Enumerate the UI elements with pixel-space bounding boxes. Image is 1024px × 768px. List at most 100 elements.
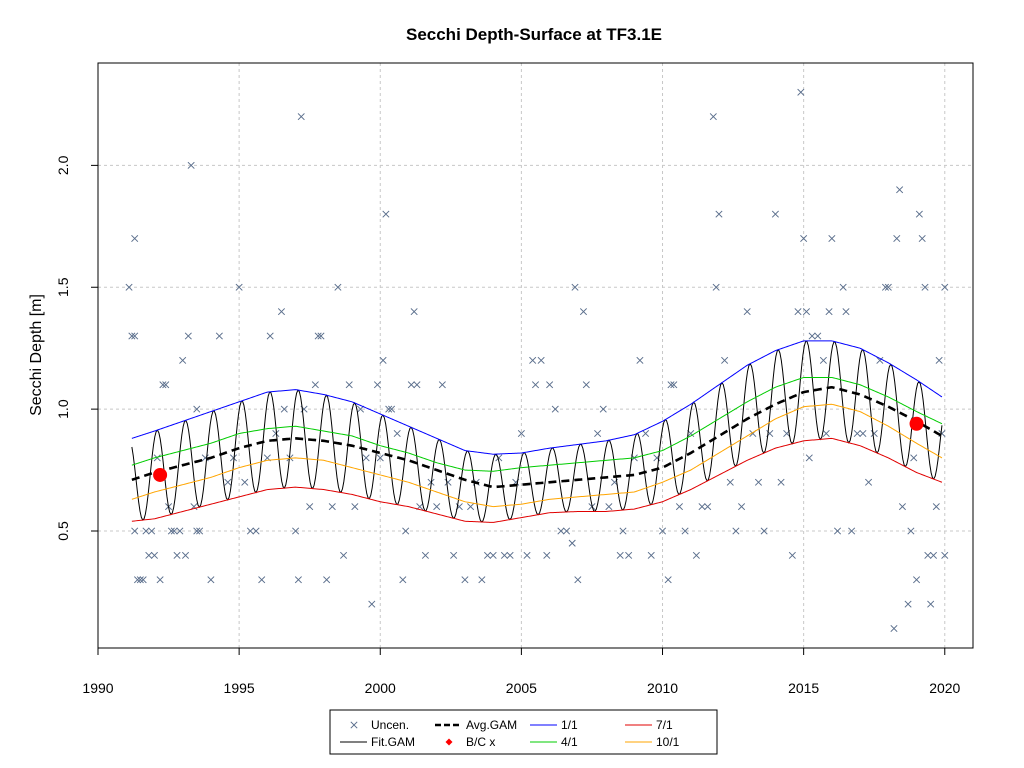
observation-point bbox=[225, 479, 231, 485]
x-tick-label: 2005 bbox=[506, 680, 537, 696]
observation-point bbox=[380, 357, 386, 363]
x-tick-label: 1990 bbox=[82, 680, 113, 696]
observation-point bbox=[278, 308, 284, 314]
observation-point bbox=[157, 577, 163, 583]
x-tick-label: 2015 bbox=[788, 680, 819, 696]
legend-label: 7/1 bbox=[656, 718, 673, 732]
observation-point bbox=[484, 552, 490, 558]
observation-point bbox=[445, 479, 451, 485]
observation-point bbox=[617, 552, 623, 558]
observation-point bbox=[896, 187, 902, 193]
observation-points bbox=[126, 89, 948, 632]
observation-point bbox=[580, 308, 586, 314]
observation-point bbox=[298, 113, 304, 119]
observation-point bbox=[594, 430, 600, 436]
y-axis-label: Secchi Depth [m] bbox=[28, 294, 45, 416]
plot-frame bbox=[98, 63, 973, 648]
y-axis: 0.5 1.0 1.5 2.0 bbox=[55, 155, 98, 540]
x-tick-label: 2010 bbox=[647, 680, 678, 696]
observation-point bbox=[422, 552, 428, 558]
observation-point bbox=[665, 577, 671, 583]
observation-point bbox=[733, 528, 739, 534]
observation-point bbox=[930, 552, 936, 558]
observation-point bbox=[524, 552, 530, 558]
observation-point bbox=[721, 357, 727, 363]
observation-point bbox=[490, 552, 496, 558]
observation-point bbox=[798, 89, 804, 95]
bc-point bbox=[153, 468, 167, 482]
observation-point bbox=[693, 552, 699, 558]
observation-point bbox=[803, 308, 809, 314]
observation-point bbox=[823, 430, 829, 436]
observation-point bbox=[795, 308, 801, 314]
chart-title: Secchi Depth-Surface at TF3.1E bbox=[406, 25, 662, 44]
observation-point bbox=[575, 577, 581, 583]
observation-point bbox=[467, 503, 473, 509]
legend-label: Uncen. bbox=[371, 718, 409, 732]
bc-points bbox=[153, 417, 923, 482]
observation-point bbox=[346, 382, 352, 388]
observation-point bbox=[439, 382, 445, 388]
fit-gam-line bbox=[132, 341, 942, 522]
observation-point bbox=[704, 503, 710, 509]
observation-point bbox=[352, 503, 358, 509]
observation-point bbox=[911, 455, 917, 461]
observation-point bbox=[809, 333, 815, 339]
observation-point bbox=[529, 357, 535, 363]
observation-point bbox=[606, 503, 612, 509]
observation-point bbox=[840, 284, 846, 290]
x-tick-label: 2000 bbox=[365, 680, 396, 696]
observation-point bbox=[916, 211, 922, 217]
observation-point bbox=[552, 406, 558, 412]
observation-point bbox=[815, 333, 821, 339]
y-tick-label: 0.5 bbox=[55, 521, 71, 541]
observation-point bbox=[558, 528, 564, 534]
observation-point bbox=[829, 235, 835, 241]
observation-point bbox=[699, 503, 705, 509]
observation-point bbox=[648, 552, 654, 558]
observation-point bbox=[462, 577, 468, 583]
observation-point bbox=[312, 382, 318, 388]
observation-point bbox=[340, 552, 346, 558]
observation-point bbox=[637, 357, 643, 363]
legend-label: 1/1 bbox=[561, 718, 578, 732]
observation-point bbox=[400, 577, 406, 583]
observation-point bbox=[772, 211, 778, 217]
y-tick-label: 1.0 bbox=[55, 399, 71, 419]
band-4-1-line bbox=[132, 377, 942, 471]
observation-point bbox=[710, 113, 716, 119]
observation-point bbox=[933, 503, 939, 509]
observation-point bbox=[727, 479, 733, 485]
observation-point bbox=[363, 455, 369, 461]
observation-point bbox=[532, 382, 538, 388]
observation-point bbox=[408, 382, 414, 388]
observation-point bbox=[253, 528, 259, 534]
observation-point bbox=[919, 235, 925, 241]
bc-point bbox=[910, 417, 924, 431]
trend-curves bbox=[132, 341, 942, 523]
x-tick-label: 2020 bbox=[929, 680, 960, 696]
observation-point bbox=[642, 430, 648, 436]
observation-point bbox=[507, 552, 513, 558]
observation-point bbox=[383, 211, 389, 217]
observation-point bbox=[905, 601, 911, 607]
observation-point bbox=[778, 479, 784, 485]
x-axis: 1990 1995 2000 2005 2010 2015 2020 bbox=[82, 648, 960, 696]
observation-point bbox=[179, 357, 185, 363]
observation-point bbox=[789, 552, 795, 558]
observation-point bbox=[126, 284, 132, 290]
observation-point bbox=[216, 333, 222, 339]
observation-point bbox=[411, 308, 417, 314]
observation-point bbox=[569, 540, 575, 546]
observation-point bbox=[306, 503, 312, 509]
observation-point bbox=[625, 552, 631, 558]
observation-point bbox=[891, 625, 897, 631]
observation-point bbox=[738, 503, 744, 509]
observation-point bbox=[267, 333, 273, 339]
observation-point bbox=[854, 430, 860, 436]
observation-point bbox=[899, 503, 905, 509]
observation-point bbox=[182, 552, 188, 558]
legend-label: 4/1 bbox=[561, 735, 578, 749]
observation-point bbox=[402, 528, 408, 534]
observation-point bbox=[369, 601, 375, 607]
